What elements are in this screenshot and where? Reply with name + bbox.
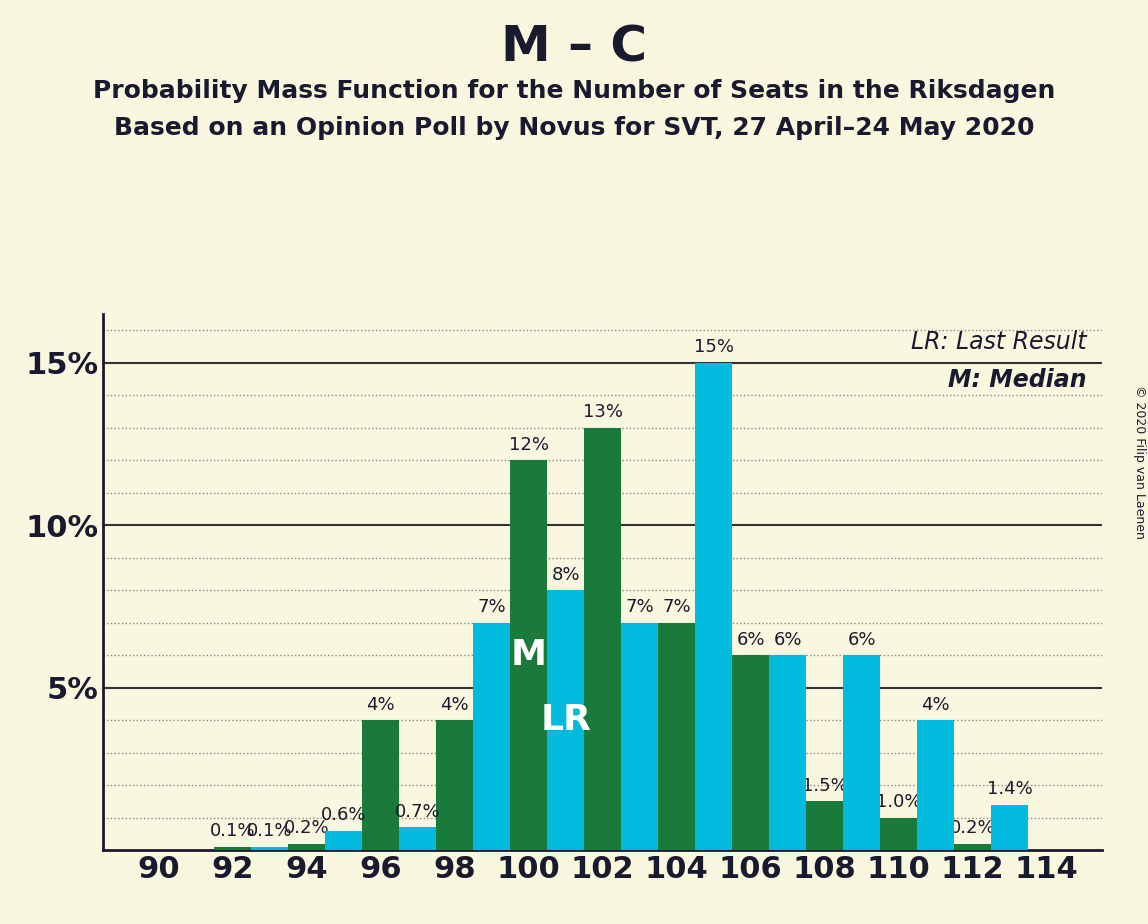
Text: 0.1%: 0.1% xyxy=(247,822,293,840)
Text: 4%: 4% xyxy=(922,696,949,713)
Bar xyxy=(510,460,548,850)
Bar xyxy=(696,363,732,850)
Text: 1.5%: 1.5% xyxy=(801,777,847,795)
Bar xyxy=(548,590,584,850)
Bar xyxy=(473,623,510,850)
Text: 4%: 4% xyxy=(441,696,470,713)
Bar xyxy=(215,846,251,850)
Text: 6%: 6% xyxy=(847,631,876,649)
Bar xyxy=(584,428,621,850)
Text: 7%: 7% xyxy=(478,598,506,616)
Bar xyxy=(917,720,954,850)
Text: LR: LR xyxy=(541,703,591,737)
Text: 1.4%: 1.4% xyxy=(987,780,1032,798)
Text: 0.2%: 0.2% xyxy=(949,819,995,837)
Text: Probability Mass Function for the Number of Seats in the Riksdagen: Probability Mass Function for the Number… xyxy=(93,79,1055,103)
Bar xyxy=(251,846,288,850)
Text: 13%: 13% xyxy=(583,404,622,421)
Text: 0.2%: 0.2% xyxy=(284,819,329,837)
Text: Based on an Opinion Poll by Novus for SVT, 27 April–24 May 2020: Based on an Opinion Poll by Novus for SV… xyxy=(114,116,1034,140)
Text: 0.1%: 0.1% xyxy=(210,822,256,840)
Text: 6%: 6% xyxy=(774,631,802,649)
Text: 7%: 7% xyxy=(626,598,654,616)
Text: 0.6%: 0.6% xyxy=(321,806,366,824)
Text: LR: Last Result: LR: Last Result xyxy=(912,330,1087,354)
Bar xyxy=(658,623,696,850)
Bar xyxy=(954,844,991,850)
Text: 0.7%: 0.7% xyxy=(395,803,441,821)
Bar xyxy=(288,844,325,850)
Text: 7%: 7% xyxy=(662,598,691,616)
Text: © 2020 Filip van Laenen: © 2020 Filip van Laenen xyxy=(1133,385,1147,539)
Bar xyxy=(769,655,806,850)
Bar xyxy=(732,655,769,850)
Text: M – C: M – C xyxy=(501,23,647,71)
Text: 6%: 6% xyxy=(736,631,765,649)
Bar xyxy=(991,805,1029,850)
Bar xyxy=(806,801,843,850)
Text: 15%: 15% xyxy=(693,338,734,357)
Text: 8%: 8% xyxy=(551,565,580,584)
Text: M: M xyxy=(511,638,546,672)
Bar xyxy=(843,655,881,850)
Bar xyxy=(881,818,917,850)
Bar xyxy=(436,720,473,850)
Bar xyxy=(325,831,363,850)
Bar xyxy=(363,720,400,850)
Text: 12%: 12% xyxy=(509,436,549,454)
Text: M: Median: M: Median xyxy=(948,368,1087,392)
Text: 4%: 4% xyxy=(366,696,395,713)
Text: 1.0%: 1.0% xyxy=(876,793,922,811)
Bar xyxy=(621,623,658,850)
Bar xyxy=(400,827,436,850)
